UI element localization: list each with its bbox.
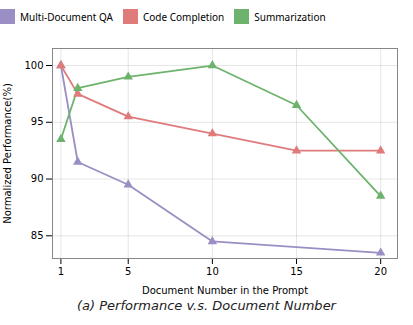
svg-text:85: 85 xyxy=(31,230,44,241)
html-text:Code Completion: Code Completion xyxy=(143,9,225,24)
html-text:Summarization: Summarization xyxy=(254,9,326,24)
svg-text:15: 15 xyxy=(290,266,303,277)
svg-text:90: 90 xyxy=(31,173,44,184)
svg-text:100: 100 xyxy=(24,60,43,71)
svg-text:95: 95 xyxy=(31,116,44,127)
html-text:(a) Performance v.s. Document: (a) Performance v.s. Document Number xyxy=(77,298,336,313)
svg-text:Normalized Performance(%): Normalized Performance(%) xyxy=(2,83,13,224)
svg-text:1: 1 xyxy=(58,266,64,277)
svg-text:Document Number in the Prompt: Document Number in the Prompt xyxy=(142,285,308,296)
svg-text:20: 20 xyxy=(374,266,387,277)
html-text:Multi-Document QA: Multi-Document QA xyxy=(20,9,113,24)
svg-text:10: 10 xyxy=(206,266,219,277)
svg-text:5: 5 xyxy=(125,266,131,277)
